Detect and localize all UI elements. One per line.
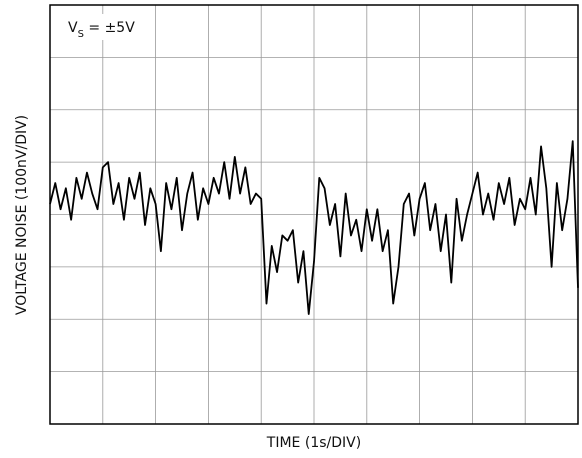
y-axis-label: VOLTAGE NOISE (100nV/DIV) xyxy=(14,115,30,315)
annotation: VS = ±5V xyxy=(68,20,135,40)
annotation-box xyxy=(62,14,144,40)
annotation-sub: S xyxy=(78,29,84,40)
x-axis-label: TIME (1s/DIV) xyxy=(266,435,361,451)
noise-trace xyxy=(49,140,579,315)
plot-frame xyxy=(49,4,579,425)
annotation-main: V xyxy=(68,20,78,36)
annotation-rest: = ±5V xyxy=(84,20,135,36)
